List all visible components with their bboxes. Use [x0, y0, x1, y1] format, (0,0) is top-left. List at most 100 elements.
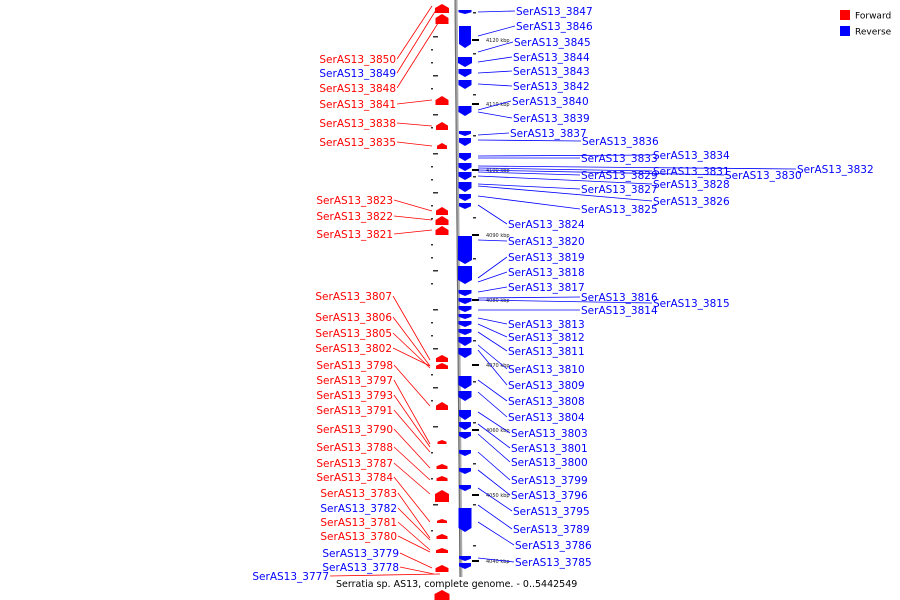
- reverse-gene-label: SerAS13_3843: [513, 66, 590, 78]
- reverse-track-dash: [473, 381, 476, 383]
- reverse-track-dash: [473, 422, 476, 424]
- map-caption: Serratia sp. AS13, complete genome. - 0.…: [336, 579, 577, 590]
- reverse-leader-line: [477, 56, 513, 63]
- reverse-gene-label: SerAS13_3813: [508, 319, 585, 331]
- forward-gene-arrow: [435, 490, 449, 502]
- reverse-leader-line: [477, 433, 511, 463]
- forward-gene-label: SerAS13_3821: [316, 229, 393, 241]
- forward-gene-arrow: [437, 143, 447, 149]
- forward-gene-label: SerAS13_3838: [319, 118, 396, 130]
- reverse-gene-arrow: [459, 26, 471, 48]
- forward-gene-label: SerAS13_3783: [320, 488, 397, 500]
- forward-gene-arrow: [435, 96, 449, 105]
- reverse-leader-line: [477, 271, 508, 283]
- forward-leader-line: [393, 409, 431, 453]
- reverse-gene-arrow: [458, 80, 472, 89]
- reverse-gene-arrow: [458, 10, 472, 14]
- reverse-leader-line: [477, 111, 513, 119]
- reverse-gene-arrow: [458, 321, 472, 327]
- reverse-gene-label: SerAS13_3830: [725, 170, 802, 182]
- reverse-leader-line: [477, 391, 508, 418]
- forward-track-dash: [433, 192, 438, 194]
- forward-track-dash: [431, 88, 433, 90]
- forward-track-dash: [433, 387, 438, 389]
- scale-tick: [472, 169, 479, 171]
- forward-track-dash: [431, 244, 433, 246]
- reverse-leader-line: [477, 504, 513, 530]
- forward-track-dash: [431, 400, 433, 402]
- reverse-leader-line: [477, 331, 508, 352]
- forward-track-dash: [431, 257, 433, 259]
- reverse-gene-label: SerAS13_3818: [508, 267, 585, 279]
- reverse-gene-label: SerAS13_3801: [511, 443, 588, 455]
- reverse-gene-arrow: [458, 182, 472, 192]
- reverse-track-dash: [473, 504, 476, 506]
- forward-gene-label: SerAS13_3848: [319, 83, 396, 95]
- reverse-track-dash: [473, 94, 476, 96]
- forward-gene-arrow: [435, 565, 449, 572]
- reverse-gene-arrow: [458, 290, 472, 296]
- forward-gene-label: SerAS13_3802: [315, 343, 392, 355]
- forward-leader-line: [393, 462, 431, 495]
- forward-track-dash: [431, 452, 433, 454]
- reverse-leader-line: [477, 286, 508, 293]
- reverse-gene-label: SerAS13_3800: [511, 457, 588, 469]
- forward-track-dash: [431, 530, 433, 532]
- forward-leader-line: [396, 9, 437, 74]
- reverse-gene-arrow: [458, 508, 472, 532]
- forward-track-dash: [433, 114, 438, 116]
- reverse-gene-label: SerAS13_3824: [508, 219, 585, 231]
- scale-tick: [472, 103, 479, 105]
- forward-leader-line: [393, 446, 431, 481]
- reverse-gene-label: SerAS13_3844: [513, 52, 590, 64]
- reverse-gene-label: SerAS13_3796: [511, 490, 588, 502]
- reverse-gene-arrow: [459, 131, 471, 136]
- reverse-gene-label: SerAS13_3795: [513, 506, 590, 518]
- legend-label-reverse: Reverse: [855, 28, 892, 38]
- reverse-gene-arrow: [458, 329, 472, 335]
- caption-background: [334, 577, 562, 590]
- forward-gene-arrow: [436, 207, 448, 215]
- reverse-gene-label: SerAS13_3828: [653, 179, 730, 191]
- forward-track-dash: [431, 166, 433, 168]
- reverse-gene-label: SerAS13_3836: [582, 136, 659, 148]
- reverse-leader-line: [477, 317, 508, 325]
- forward-gene-label: SerAS13_3784: [316, 472, 393, 484]
- forward-gene-label: SerAS13_3793: [316, 390, 393, 402]
- scale-tick-label: 4080 kbp: [486, 298, 510, 304]
- scale-tick: [472, 234, 479, 236]
- scale-tick: [472, 299, 479, 301]
- forward-leader-line: [399, 566, 435, 575]
- forward-gene-label: SerAS13_3787: [316, 458, 393, 470]
- reverse-leader-line: [477, 100, 512, 111]
- reverse-leader-line: [477, 169, 725, 176]
- reverse-gene-label: SerAS13_3808: [508, 396, 585, 408]
- forward-track-dash: [431, 374, 433, 376]
- reverse-track-dash: [473, 217, 476, 219]
- forward-gene-arrow: [437, 440, 447, 444]
- scale-tick: [472, 364, 479, 366]
- reverse-gene-arrow: [458, 172, 472, 180]
- forward-gene-label: SerAS13_3850: [319, 54, 396, 66]
- reverse-leader-line: [477, 171, 581, 176]
- legend-label-forward: Forward: [855, 12, 891, 22]
- reverse-leader-line: [477, 296, 581, 299]
- forward-gene-label: SerAS13_3805: [315, 328, 392, 340]
- forward-gene-label: SerAS13_3849: [319, 68, 396, 80]
- scale-tick: [472, 560, 479, 562]
- forward-gene-label: SerAS13_3797: [316, 375, 393, 387]
- forward-gene-label: SerAS13_3780: [320, 531, 397, 543]
- reverse-gene-label: SerAS13_3827: [581, 184, 658, 196]
- reverse-gene-label: SerAS13_3846: [516, 21, 593, 33]
- reverse-gene-arrow: [458, 69, 472, 77]
- reverse-leader-line: [477, 379, 508, 402]
- scale-tick-label: 4100 kbp: [486, 168, 510, 174]
- reverse-gene-arrow: [458, 306, 472, 312]
- forward-gene-label: SerAS13_3798: [316, 360, 393, 372]
- forward-leader-line: [392, 295, 431, 361]
- forward-gene-label: SerAS13_3790: [316, 424, 393, 436]
- reverse-leader-line: [477, 167, 653, 172]
- scale-tick-label: 4040 kbp: [486, 559, 510, 565]
- forward-leader-line: [396, 122, 433, 127]
